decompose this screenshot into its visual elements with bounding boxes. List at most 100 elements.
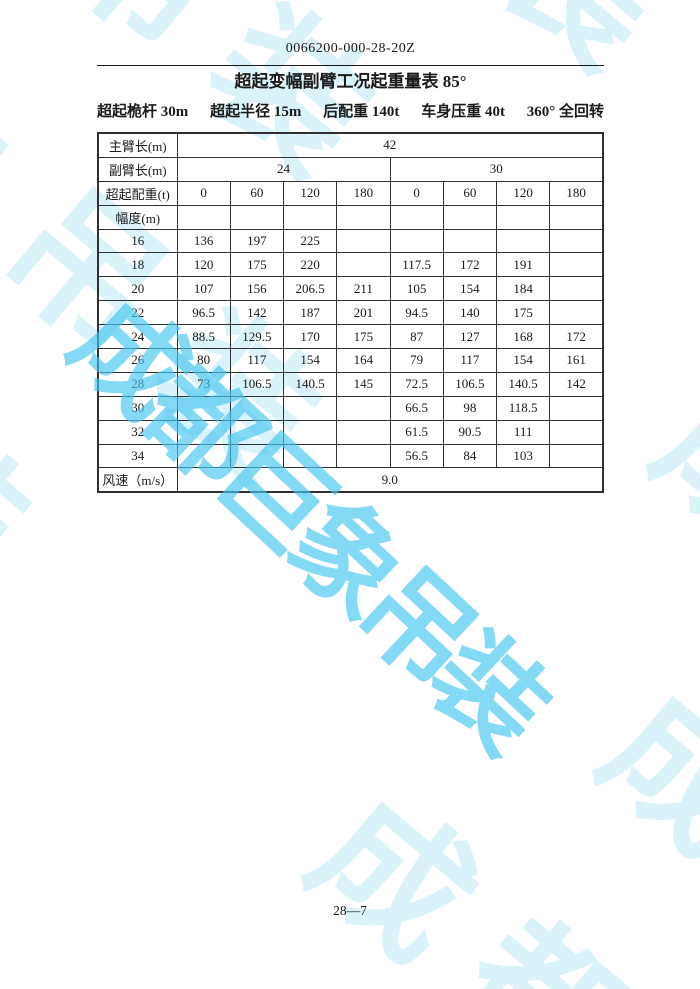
radius-cell: 20 <box>97 276 178 302</box>
load-cell: 170 <box>282 324 338 350</box>
load-cell <box>336 419 391 445</box>
load-cell <box>336 395 391 421</box>
load-cell: 211 <box>336 276 391 302</box>
load-cell: 106.5 <box>229 371 285 397</box>
load-cell: 220 <box>282 252 338 278</box>
load-cell: 154 <box>282 348 338 373</box>
counterweight-value: 180 <box>336 180 391 206</box>
counterweight-label: 超起配重(t) <box>97 180 178 206</box>
load-cell: 120 <box>176 252 231 278</box>
jib-row: 副臂长(m) 24 30 <box>97 156 604 182</box>
radius-cell: 16 <box>97 228 178 254</box>
load-cell <box>495 228 551 254</box>
load-cell: 107 <box>176 276 231 302</box>
load-cell <box>282 443 338 469</box>
table-row: 30 66.5 98 118.5 <box>97 395 604 421</box>
table-row: 26 80 117 154 164 79 117 154 161 <box>97 348 604 373</box>
load-cell: 117 <box>442 348 498 373</box>
load-cell: 187 <box>282 300 338 326</box>
load-cell <box>442 228 498 254</box>
load-cell <box>549 300 604 326</box>
load-cell: 72.5 <box>389 371 444 397</box>
load-cell: 140 <box>442 300 498 326</box>
load-cell: 154 <box>495 348 551 373</box>
radius-cell: 32 <box>97 419 178 445</box>
table-row: 22 96.5 142 187 201 94.5 140 175 <box>97 300 604 326</box>
wind-speed-label: 风速（m/s） <box>97 467 178 493</box>
load-cell: 145 <box>336 371 391 397</box>
load-cell <box>176 419 231 445</box>
table-row: 18 120 175 220 117.5 172 191 <box>97 252 604 278</box>
load-cell: 142 <box>229 300 285 326</box>
load-cell: 117.5 <box>389 252 444 278</box>
load-cell: 197 <box>229 228 285 254</box>
counterweight-value: 0 <box>389 180 444 206</box>
load-cell: 96.5 <box>176 300 231 326</box>
load-cell: 84 <box>442 443 498 469</box>
radius-cell: 22 <box>97 300 178 326</box>
load-cell: 206.5 <box>282 276 338 302</box>
counterweight-value: 0 <box>176 180 231 206</box>
main-boom-row: 主臂长(m) 42 <box>97 132 604 158</box>
load-cell: 140.5 <box>282 371 338 397</box>
doc-code: 0066200-000-28-20Z <box>285 41 416 56</box>
radius-cell: 24 <box>97 324 178 350</box>
header-rule <box>97 65 604 66</box>
load-cell: 87 <box>389 324 444 350</box>
load-cell: 129.5 <box>229 324 285 350</box>
load-cell: 172 <box>549 324 604 350</box>
table-row: 16 136 197 225 <box>97 228 604 254</box>
load-cell <box>176 395 231 421</box>
counterweight-value: 180 <box>549 180 604 206</box>
load-cell: 73 <box>176 371 231 397</box>
spec-param-slewing: 360° 全回转 <box>526 104 604 120</box>
radius-label: 幅度(m) <box>97 204 178 230</box>
load-cell <box>549 395 604 421</box>
load-cell: 172 <box>442 252 498 278</box>
radius-cell: 30 <box>97 395 178 421</box>
load-cell: 105 <box>389 276 444 302</box>
load-cell: 118.5 <box>495 395 551 421</box>
load-cell: 106.5 <box>442 371 498 397</box>
load-cell <box>229 419 285 445</box>
load-cell <box>229 395 285 421</box>
load-cell: 79 <box>389 348 444 373</box>
load-cell: 111 <box>495 419 551 445</box>
load-cell <box>549 276 604 302</box>
radius-header-row: 幅度(m) <box>97 204 604 230</box>
load-cell: 56.5 <box>389 443 444 469</box>
page-number: 28—7 <box>333 903 367 918</box>
load-cell: 98 <box>442 395 498 421</box>
load-cell: 175 <box>229 252 285 278</box>
load-cell <box>549 443 604 469</box>
counterweight-value: 120 <box>282 180 338 206</box>
table-row: 28 73 106.5 140.5 145 72.5 106.5 140.5 142 <box>97 371 604 397</box>
load-cell: 168 <box>495 324 551 350</box>
radius-cell: 26 <box>97 348 178 373</box>
load-cell <box>336 228 391 254</box>
jib-label: 副臂长(m) <box>97 156 178 182</box>
load-cell <box>229 443 285 469</box>
load-cell: 88.5 <box>176 324 231 350</box>
wind-speed-value: 9.0 <box>176 467 604 493</box>
wind-speed-row: 风速（m/s） 9.0 <box>97 467 604 493</box>
jib-value-30: 30 <box>389 156 604 182</box>
load-cell: 164 <box>336 348 391 373</box>
main-boom-label: 主臂长(m) <box>97 132 178 158</box>
load-cell: 94.5 <box>389 300 444 326</box>
load-cell <box>336 443 391 469</box>
load-cell: 117 <box>229 348 285 373</box>
load-cell <box>389 228 444 254</box>
load-cell: 191 <box>495 252 551 278</box>
main-boom-value: 42 <box>176 132 604 158</box>
counterweight-row: 超起配重(t) 0 60 120 180 0 60 120 180 <box>97 180 604 206</box>
load-cell <box>549 228 604 254</box>
radius-cell: 18 <box>97 252 178 278</box>
jib-value-24: 24 <box>176 156 391 182</box>
load-cell: 103 <box>495 443 551 469</box>
load-cell: 156 <box>229 276 285 302</box>
load-cell: 90.5 <box>442 419 498 445</box>
load-cell: 175 <box>336 324 391 350</box>
spec-param-radius: 超起半径 15m <box>210 104 302 120</box>
